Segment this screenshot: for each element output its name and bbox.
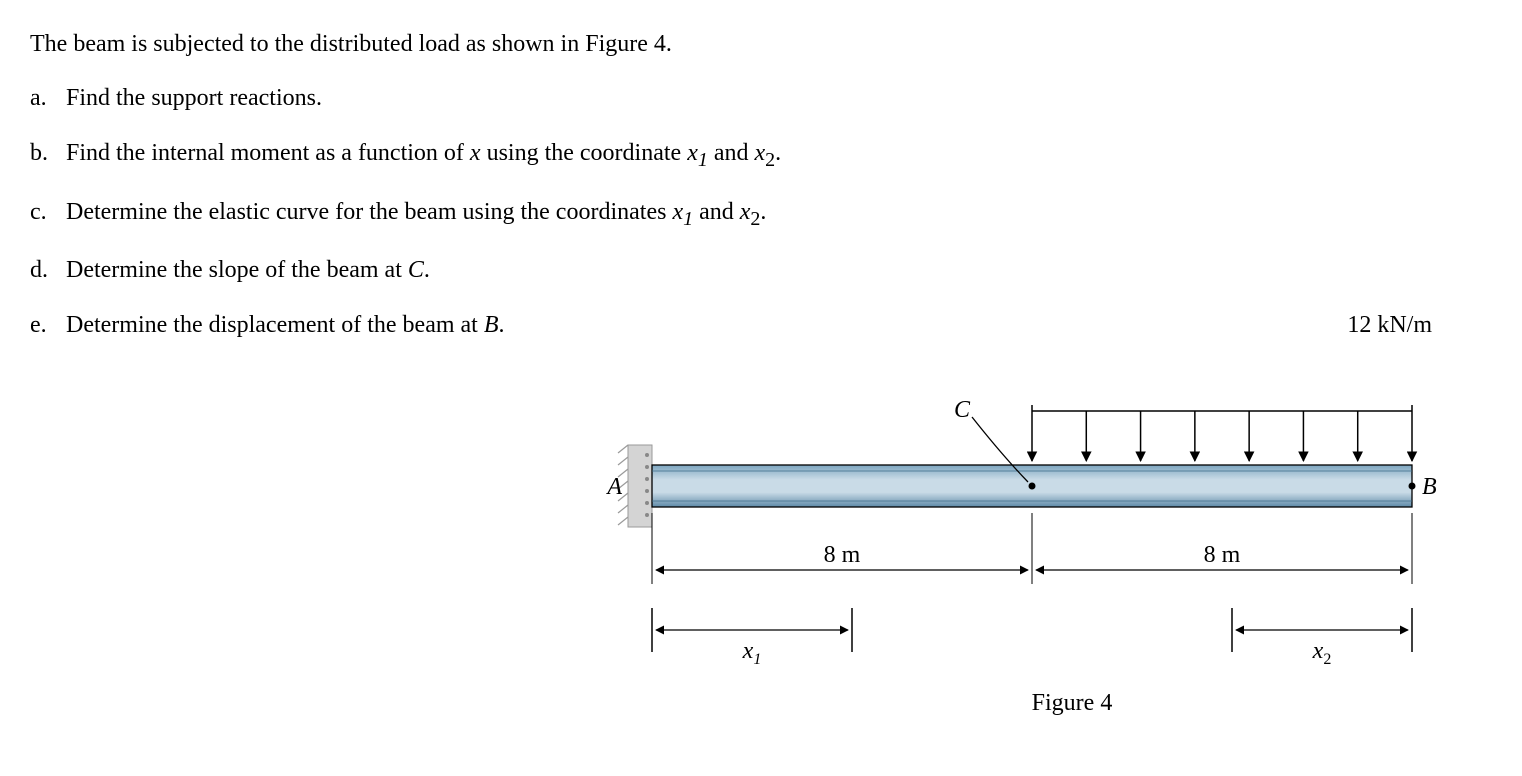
- c-x1: x: [672, 199, 683, 225]
- c-sub2: 2: [750, 207, 760, 229]
- b-mid: using the coordinate: [481, 140, 688, 166]
- text-c: Determine the elastic curve for the beam…: [66, 196, 1492, 233]
- e-pt: B: [484, 312, 499, 338]
- b-pre: Find the internal moment as a function o…: [66, 140, 470, 166]
- c-post: .: [760, 199, 766, 225]
- svg-text:8 m: 8 m: [824, 542, 861, 568]
- b-post: .: [775, 140, 781, 166]
- load-label: 12 kN/m: [1347, 309, 1492, 341]
- svg-text:x1: x1: [742, 638, 762, 668]
- figure-4: C A B 8 m 8 m x1 x2 Figure 4: [30, 355, 1492, 735]
- c-and: and: [693, 199, 740, 225]
- text-a: Find the support reactions.: [66, 82, 1492, 114]
- svg-text:A: A: [605, 474, 622, 500]
- c-sub1: 1: [683, 207, 693, 229]
- d-post: .: [424, 257, 430, 283]
- b-and: and: [708, 140, 755, 166]
- text-d: Determine the slope of the beam at C.: [66, 254, 1492, 286]
- text-b: Find the internal moment as a function o…: [66, 137, 1492, 174]
- svg-text:x2: x2: [1312, 638, 1332, 668]
- svg-text:C: C: [954, 397, 971, 423]
- b-sub2: 2: [765, 149, 775, 171]
- b-var-x: x: [470, 140, 481, 166]
- marker-c: c.: [30, 196, 66, 233]
- b-sub1: 1: [698, 149, 708, 171]
- item-e: e. Determine the displacement of the bea…: [30, 309, 1492, 341]
- c-x2: x: [740, 199, 751, 225]
- text-e: Determine the displacement of the beam a…: [66, 309, 505, 341]
- svg-text:Figure 4: Figure 4: [1032, 690, 1113, 716]
- d-pt: C: [408, 257, 424, 283]
- intro-text: The beam is subjected to the distributed…: [30, 28, 1492, 60]
- svg-text:8 m: 8 m: [1204, 542, 1241, 568]
- b-x2: x: [755, 140, 766, 166]
- item-c: c. Determine the elastic curve for the b…: [30, 196, 1492, 233]
- beam-diagram: C A B 8 m 8 m x1 x2 Figure 4: [592, 355, 1452, 735]
- c-pre: Determine the elastic curve for the beam…: [66, 199, 672, 225]
- item-b: b. Find the internal moment as a functio…: [30, 137, 1492, 174]
- marker-a: a.: [30, 82, 66, 114]
- b-x1: x: [687, 140, 698, 166]
- item-d: d. Determine the slope of the beam at C.: [30, 254, 1492, 286]
- svg-text:B: B: [1422, 474, 1437, 500]
- marker-b: b.: [30, 137, 66, 174]
- item-a: a. Find the support reactions.: [30, 82, 1492, 114]
- e-post: .: [499, 312, 505, 338]
- d-pre: Determine the slope of the beam at: [66, 257, 408, 283]
- marker-e: e.: [30, 309, 66, 341]
- marker-d: d.: [30, 254, 66, 286]
- e-pre: Determine the displacement of the beam a…: [66, 312, 484, 338]
